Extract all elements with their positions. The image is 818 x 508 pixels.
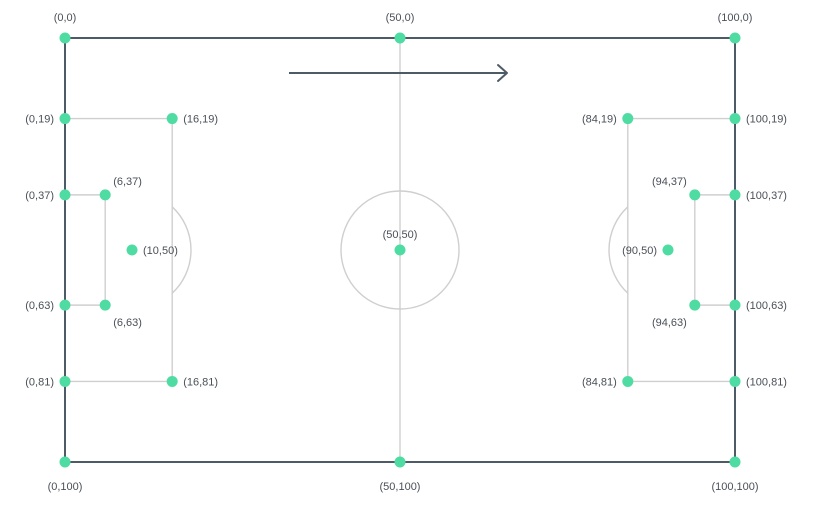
right-penalty-box [627, 117, 735, 383]
point-84-19 [622, 113, 634, 125]
point-label-100-63: (100,63) [746, 300, 787, 312]
point-50-100 [394, 456, 406, 468]
point-label-100-100: (100,100) [711, 481, 758, 493]
point-6-37 [99, 189, 111, 201]
point-94-63 [689, 299, 701, 311]
point-16-19 [166, 113, 178, 125]
point-100-37 [729, 189, 741, 201]
point-label-100-19: (100,19) [746, 114, 787, 126]
point-label-0-100: (0,100) [48, 481, 83, 493]
point-100-19 [729, 113, 741, 125]
point-label-84-19: (84,19) [582, 114, 617, 126]
right-goal-box [694, 194, 735, 306]
arrow-right-icon [289, 64, 508, 82]
point-94-37 [689, 189, 701, 201]
point-100-100 [729, 456, 741, 468]
point-label-94-63: (94,63) [652, 317, 687, 329]
left-penalty-box [65, 117, 173, 383]
point-label-94-37: (94,37) [652, 176, 687, 188]
point-10-50 [126, 244, 138, 256]
point-label-50-50: (50,50) [383, 229, 418, 241]
point-0-37 [59, 189, 71, 201]
point-label-100-81: (100,81) [746, 376, 787, 388]
point-0-100 [59, 456, 71, 468]
point-label-50-100: (50,100) [380, 481, 421, 493]
arrow-head [497, 64, 508, 82]
point-0-81 [59, 375, 71, 387]
point-50-0 [394, 32, 406, 44]
right-penalty-arc [608, 206, 629, 294]
left-goal-box [65, 194, 106, 306]
point-0-0 [59, 32, 71, 44]
point-0-19 [59, 113, 71, 125]
point-84-81 [622, 375, 634, 387]
point-label-50-0: (50,0) [386, 12, 415, 24]
point-50-50 [394, 244, 406, 256]
point-100-63 [729, 299, 741, 311]
point-100-81 [729, 375, 741, 387]
point-label-6-37: (6,37) [113, 176, 142, 188]
point-label-0-37: (0,37) [25, 190, 54, 202]
point-6-63 [99, 299, 111, 311]
point-100-0 [729, 32, 741, 44]
point-label-0-0: (0,0) [54, 12, 77, 24]
point-label-84-81: (84,81) [582, 376, 617, 388]
left-penalty-arc [171, 206, 192, 294]
point-90-50 [662, 244, 674, 256]
coordinate-labels: (0,0) (50,0) (100,0) (0,19) (16,19) (84,19) (1… [25, 12, 787, 493]
center-circle [340, 190, 460, 310]
point-label-10-50: (10,50) [143, 245, 178, 257]
point-label-0-81: (0,81) [25, 376, 54, 388]
point-16-81 [166, 375, 178, 387]
point-label-0-19: (0,19) [25, 114, 54, 126]
point-0-63 [59, 299, 71, 311]
point-label-100-0: (100,0) [718, 12, 753, 24]
point-label-16-19: (16,19) [183, 114, 218, 126]
coordinate-points [59, 32, 741, 468]
point-label-100-37: (100,37) [746, 190, 787, 202]
point-label-16-81: (16,81) [183, 376, 218, 388]
point-label-90-50: (90,50) [622, 245, 657, 257]
point-label-0-63: (0,63) [25, 300, 54, 312]
point-label-6-63: (6,63) [113, 317, 142, 329]
